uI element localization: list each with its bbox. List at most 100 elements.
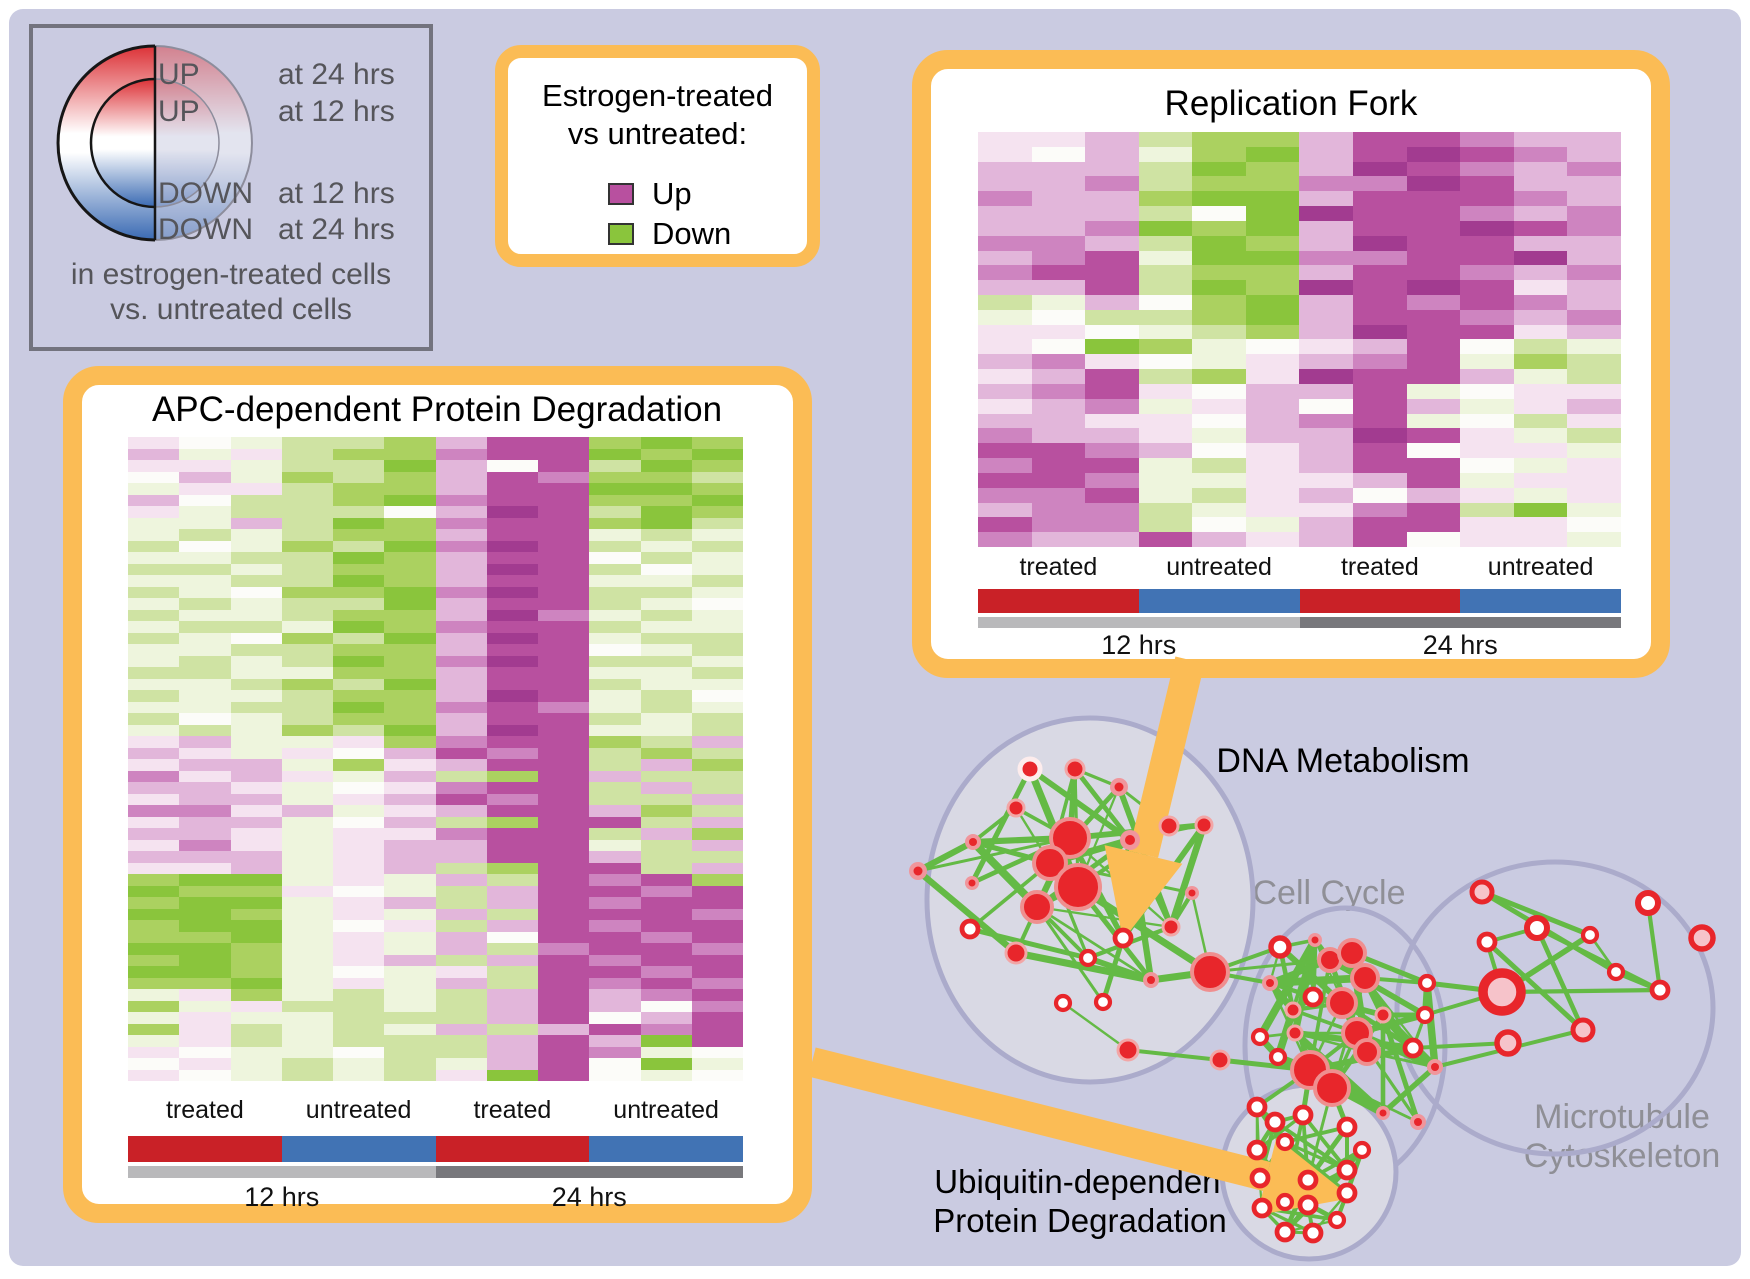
heatmap-cell <box>1031 235 1086 251</box>
heatmap-cell <box>128 713 180 725</box>
heatmap-cell <box>589 552 641 564</box>
heatmap-cell <box>384 793 436 805</box>
heatmap-cell <box>1299 398 1354 414</box>
heatmap-cell <box>179 782 231 794</box>
heatmap-cell <box>384 862 436 874</box>
heatmap-cell <box>1460 161 1514 177</box>
heatmap-cell <box>1085 250 1139 266</box>
heatmap-cell <box>1031 265 1086 281</box>
heatmap-cell <box>435 690 487 702</box>
heatmap-cell <box>1353 324 1407 340</box>
heatmap-cell <box>384 989 436 1001</box>
heatmap-cell <box>435 506 487 518</box>
heatmap-cell <box>230 552 282 564</box>
heatmap-cell <box>1192 176 1246 192</box>
heatmap-cell <box>1353 280 1407 296</box>
heatmap-cell <box>230 782 282 794</box>
heatmap-cell <box>1245 206 1300 221</box>
heatmap-cell <box>978 398 1032 414</box>
heatmap-cell <box>1513 309 1568 325</box>
heatmap-cell <box>486 678 538 690</box>
heatmap-cell <box>1353 502 1407 518</box>
heatmap-cell <box>1138 206 1193 221</box>
heatmap-cell <box>589 793 641 805</box>
heatmap-cell <box>589 885 641 897</box>
heatmap-cell <box>230 1012 282 1024</box>
heatmap-cell <box>384 897 436 909</box>
heatmap-cell <box>230 448 282 460</box>
group-label: treated <box>1019 553 1098 581</box>
heatmap-cell <box>538 816 590 828</box>
heatmap-cell <box>281 839 333 851</box>
heatmap-cell <box>281 552 333 564</box>
heatmap-cell <box>1138 339 1193 355</box>
group-label: treated <box>1340 553 1419 581</box>
heatmap-cell <box>589 460 641 472</box>
heatmap-cell <box>1192 324 1246 340</box>
heatmap-cell <box>640 977 692 989</box>
heatmap-cell <box>1299 206 1354 221</box>
heatmap-cell <box>486 931 538 943</box>
heatmap-cell <box>179 713 231 725</box>
heatmap-cell <box>384 667 436 679</box>
heatmap-cell <box>1192 517 1246 533</box>
heatmap-cell <box>281 989 333 1001</box>
heatmap-cell <box>1353 398 1407 414</box>
heatmap-cell <box>435 1035 487 1047</box>
heatmap-cell <box>1567 487 1621 503</box>
heatmap-cell <box>179 609 231 621</box>
heatmap-cell <box>333 770 385 782</box>
heatmap-cell <box>435 655 487 667</box>
heatmap-cell <box>1138 517 1193 533</box>
heatmap-cell <box>230 437 282 449</box>
heatmap-cell <box>230 816 282 828</box>
heatmap-cell <box>1406 191 1461 207</box>
heatmap-cell <box>1031 280 1086 296</box>
heatmap-cell <box>691 1058 743 1070</box>
heatmap-cell <box>1567 295 1621 310</box>
heatmap-cell <box>281 506 333 518</box>
heatmap-cell <box>1299 161 1354 177</box>
heatmap-cell <box>691 552 743 564</box>
heatmap-cell <box>640 1023 692 1035</box>
heatmap-cell <box>1460 250 1514 266</box>
heatmap-cell <box>128 517 180 529</box>
heatmap-cell <box>589 782 641 794</box>
heatmap-cell <box>1085 324 1139 340</box>
heatmap-cell <box>435 563 487 575</box>
heatmap-cell <box>1567 472 1621 488</box>
heatmap-cell <box>1085 487 1139 503</box>
heatmap-cell <box>1138 398 1193 414</box>
heatmap-cell <box>1299 443 1354 459</box>
heatmap-cell <box>1245 161 1300 177</box>
heatmap-cell <box>281 977 333 989</box>
heatmap-cell <box>978 532 1032 547</box>
heatmap-cell <box>1245 472 1300 488</box>
heatmap-cell <box>1085 398 1139 414</box>
heatmap-cell <box>691 471 743 483</box>
heatmap-cell <box>1567 206 1621 221</box>
heatmap-cell <box>640 1069 692 1081</box>
heatmap-cell <box>589 931 641 943</box>
heatmap-cell <box>589 966 641 978</box>
heatmap-cell <box>1406 176 1461 192</box>
heatmap-cell <box>978 235 1032 251</box>
heatmap-cell <box>1567 132 1621 147</box>
heatmap-cell <box>538 632 590 644</box>
heatmap-cell <box>179 460 231 472</box>
heatmap-cell <box>281 920 333 932</box>
heatmap-cell <box>179 540 231 552</box>
heatmap-cell <box>435 885 487 897</box>
heatmap-cell <box>333 609 385 621</box>
heatmap-cell <box>978 309 1032 325</box>
heatmap-cell <box>435 920 487 932</box>
heatmap-cell <box>1353 354 1407 370</box>
heatmap-cell <box>1245 265 1300 281</box>
heatmap-cell <box>230 713 282 725</box>
heatmap-cell <box>128 770 180 782</box>
heatmap-cell <box>978 472 1032 488</box>
heatmap-cell <box>538 621 590 633</box>
heatmap-cell <box>1406 324 1461 340</box>
heatmap-cell <box>435 862 487 874</box>
heatmap-cell <box>1245 532 1300 547</box>
